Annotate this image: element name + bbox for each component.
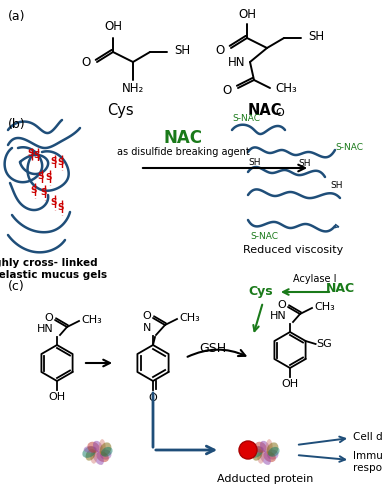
Text: NH₂: NH₂ — [122, 82, 144, 95]
Text: S: S — [28, 150, 34, 158]
Text: O: O — [142, 311, 151, 321]
Text: Cell damage: Cell damage — [353, 432, 383, 442]
Ellipse shape — [267, 450, 278, 460]
Text: SH: SH — [308, 30, 324, 43]
Ellipse shape — [267, 442, 278, 456]
Text: N: N — [142, 323, 151, 333]
Ellipse shape — [100, 442, 111, 456]
Text: CH₃: CH₃ — [275, 82, 297, 94]
Ellipse shape — [93, 450, 104, 465]
Text: S: S — [31, 186, 37, 195]
Text: OH: OH — [104, 20, 122, 33]
Ellipse shape — [252, 449, 262, 460]
Text: SH: SH — [330, 181, 342, 190]
Text: Cys: Cys — [107, 103, 133, 118]
Text: HN: HN — [37, 324, 54, 334]
Ellipse shape — [263, 452, 276, 462]
Text: O: O — [149, 393, 157, 403]
Text: CH₃: CH₃ — [81, 315, 102, 325]
Text: (b): (b) — [8, 118, 26, 131]
Ellipse shape — [99, 439, 106, 455]
Text: GSH: GSH — [200, 342, 227, 354]
Text: NAC: NAC — [326, 282, 355, 296]
Text: S: S — [38, 172, 44, 181]
Text: SH: SH — [248, 158, 260, 167]
Ellipse shape — [82, 446, 96, 458]
Text: (c): (c) — [8, 280, 25, 293]
Text: S: S — [41, 188, 47, 197]
Ellipse shape — [100, 450, 111, 460]
Ellipse shape — [268, 447, 280, 457]
Text: O: O — [223, 84, 232, 96]
Text: HN: HN — [228, 56, 245, 70]
Text: OH: OH — [48, 392, 65, 402]
Text: OH: OH — [282, 379, 299, 389]
Text: O: O — [44, 313, 53, 323]
Ellipse shape — [251, 446, 264, 453]
Ellipse shape — [249, 446, 263, 458]
Text: SH: SH — [174, 44, 190, 57]
Text: S: S — [51, 157, 57, 166]
Ellipse shape — [90, 450, 97, 464]
Ellipse shape — [260, 450, 271, 465]
Ellipse shape — [254, 442, 267, 453]
Text: CH₃: CH₃ — [179, 313, 200, 323]
Text: Immuno
response: Immuno response — [353, 451, 383, 473]
Text: S: S — [34, 150, 40, 160]
Ellipse shape — [87, 442, 100, 453]
Text: NAC: NAC — [248, 103, 283, 118]
Text: (a): (a) — [8, 10, 26, 23]
Text: S: S — [58, 203, 64, 212]
Ellipse shape — [260, 441, 270, 452]
Ellipse shape — [84, 446, 97, 453]
Text: S: S — [51, 198, 57, 207]
Text: Reduced viscosity: Reduced viscosity — [243, 245, 343, 255]
Text: as disulfide breaking agent: as disulfide breaking agent — [117, 147, 249, 157]
Text: S: S — [46, 173, 52, 182]
Text: O: O — [275, 108, 284, 118]
Text: CH₃: CH₃ — [314, 302, 335, 312]
Text: O: O — [216, 44, 225, 57]
Text: S-NAC: S-NAC — [335, 144, 363, 152]
Text: O: O — [277, 300, 286, 310]
Text: SG: SG — [317, 339, 332, 349]
Text: SH: SH — [298, 159, 311, 168]
Text: Acylase I: Acylase I — [293, 274, 337, 284]
Text: NAC: NAC — [164, 129, 203, 147]
Text: S-NAC: S-NAC — [250, 232, 278, 241]
Text: O: O — [82, 56, 91, 70]
Ellipse shape — [96, 452, 109, 462]
Ellipse shape — [93, 441, 103, 452]
Circle shape — [239, 441, 257, 459]
Ellipse shape — [101, 447, 113, 457]
Text: highly cross- linked
and elastic mucus gels: highly cross- linked and elastic mucus g… — [0, 258, 107, 280]
Text: Adducted protein: Adducted protein — [217, 474, 313, 484]
Ellipse shape — [85, 449, 95, 460]
Ellipse shape — [257, 450, 264, 464]
Text: Cys: Cys — [248, 286, 273, 298]
Ellipse shape — [266, 439, 273, 455]
Text: OH: OH — [238, 8, 256, 21]
Text: S-NAC: S-NAC — [232, 114, 260, 123]
Text: HN: HN — [270, 311, 287, 321]
Text: S: S — [58, 158, 64, 167]
